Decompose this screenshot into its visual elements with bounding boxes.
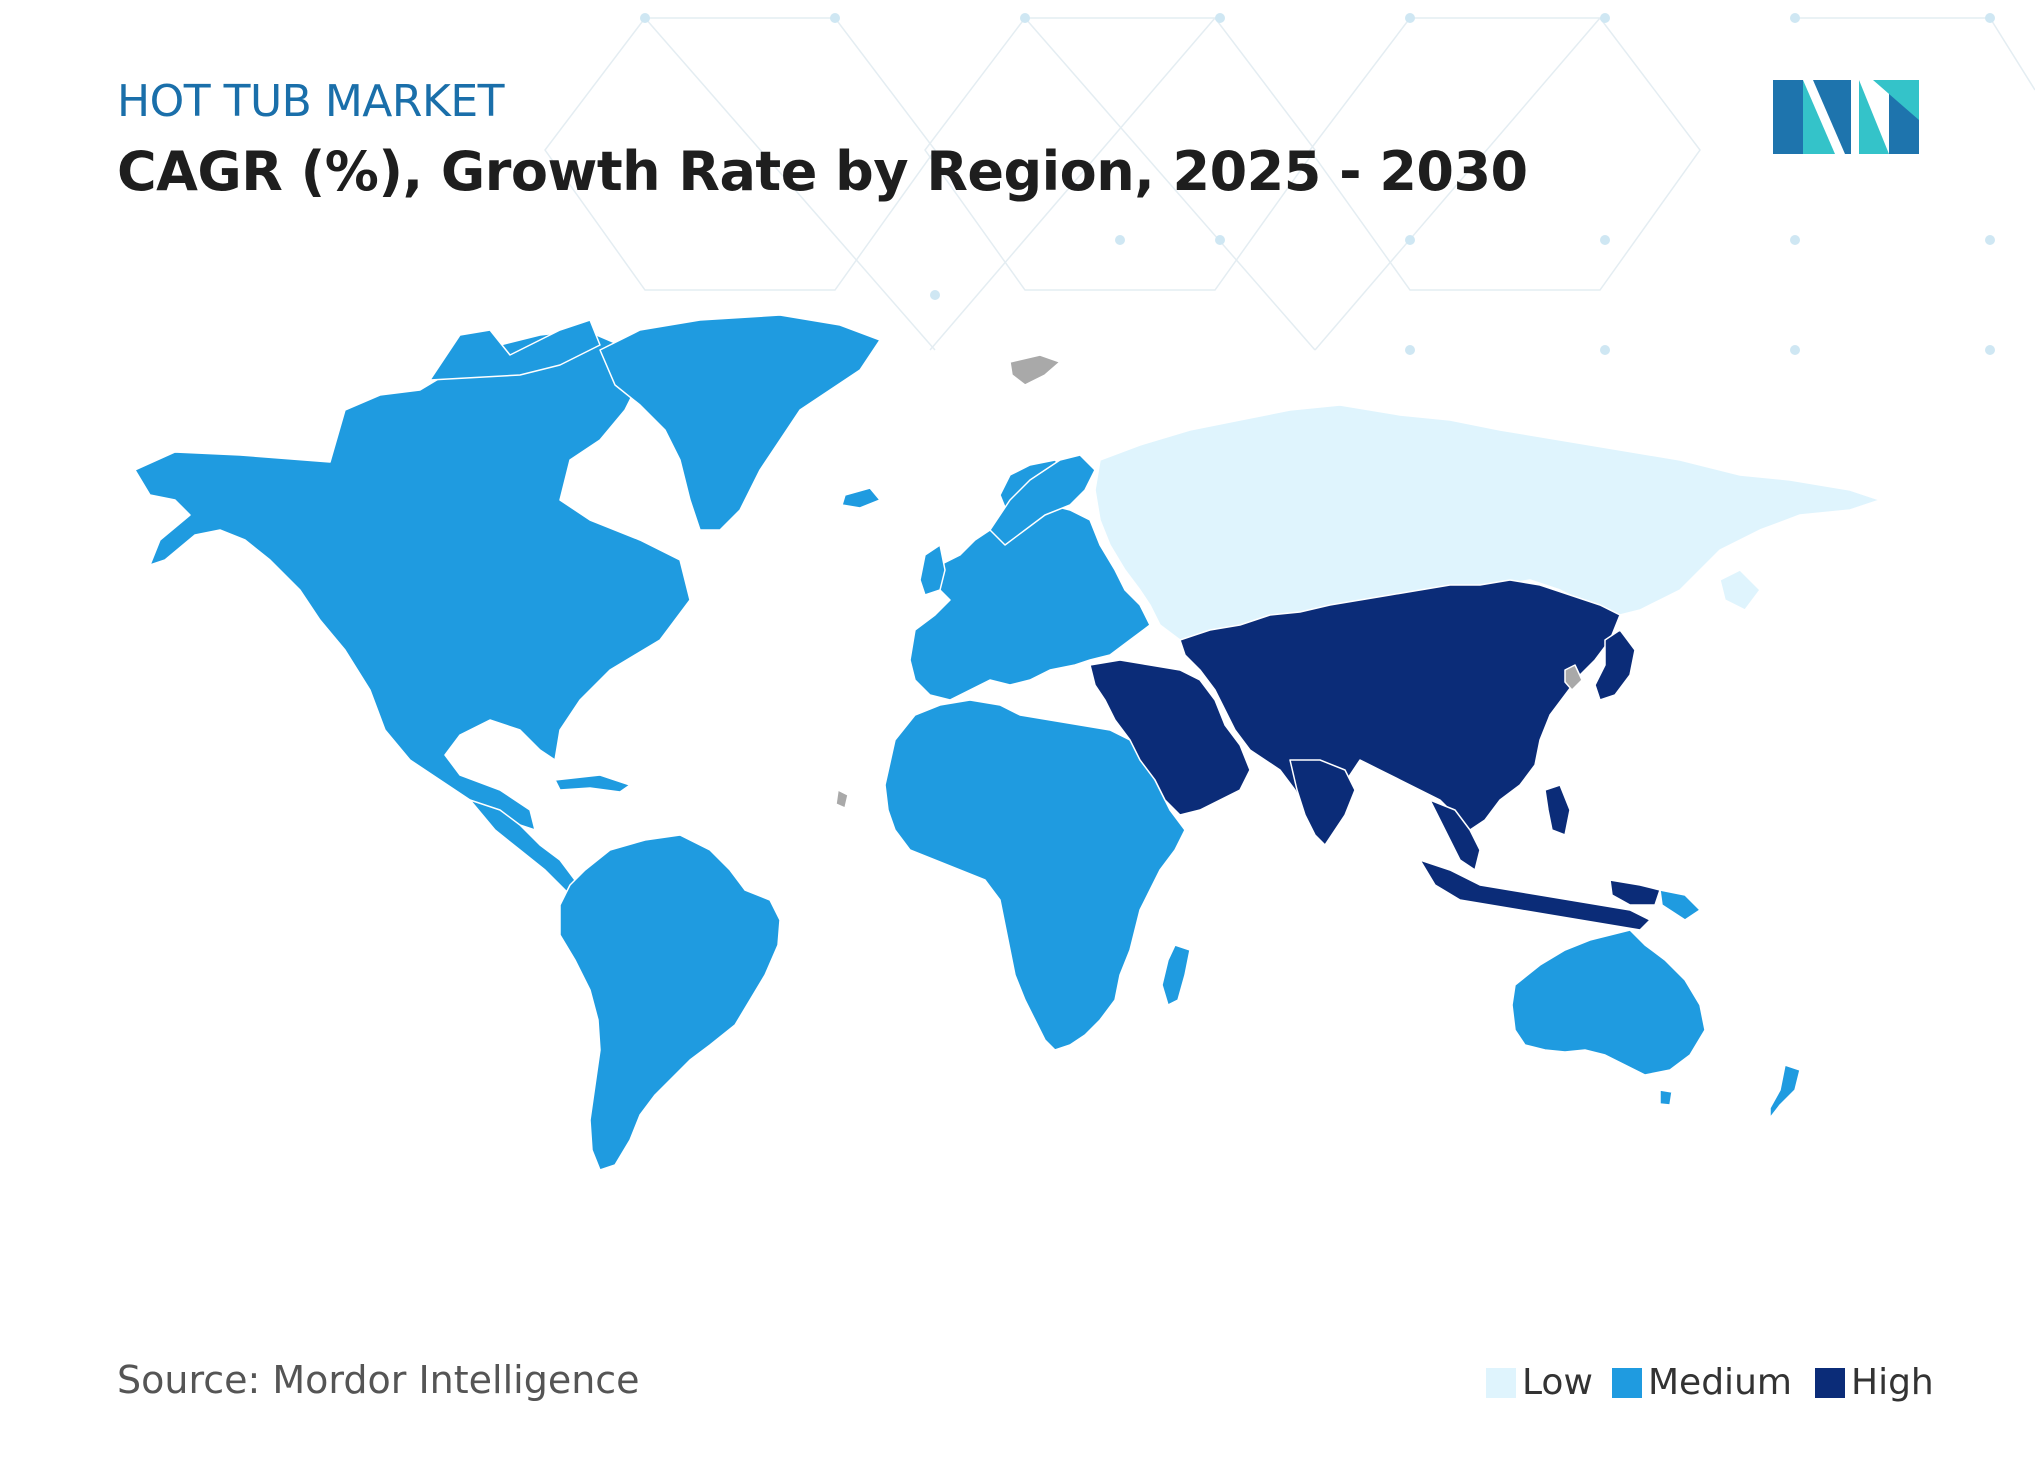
chart-subtitle: HOT TUB MARKET <box>117 76 505 127</box>
region-canadian-arctic <box>429 319 601 381</box>
region-north-america[interactable] <box>134 329 691 831</box>
legend-label-medium: Medium <box>1648 1362 1792 1403</box>
region-iceland <box>841 487 881 509</box>
region-svalbard-no-data <box>1009 354 1061 386</box>
region-indonesia <box>1419 859 1651 931</box>
logo-middle-bar <box>1813 80 1851 154</box>
region-europe[interactable] <box>909 459 1151 701</box>
region-papua-new-guinea <box>1659 889 1701 921</box>
region-asia[interactable] <box>1179 579 1621 831</box>
logo-left-bar <box>1773 80 1803 154</box>
legend-item-low: Low <box>1486 1362 1593 1403</box>
region-south-america[interactable] <box>559 834 781 1171</box>
region-southeast-asia <box>1429 799 1481 871</box>
region-russia-far-east <box>1719 569 1761 611</box>
region-australia[interactable] <box>1511 929 1706 1076</box>
region-uk <box>919 544 946 596</box>
region-caribbean <box>554 774 631 793</box>
region-middle-east[interactable] <box>1089 659 1251 816</box>
region-western-sahara-no-data <box>835 789 849 809</box>
legend-swatch-low <box>1486 1367 1516 1398</box>
region-papua <box>1609 879 1661 906</box>
mordor-intelligence-logo <box>1773 80 1919 154</box>
logo-left-diagonal <box>1803 80 1835 154</box>
region-tasmania <box>1659 1089 1673 1106</box>
legend-swatch-high <box>1815 1367 1845 1398</box>
source-note: Source: Mordor Intelligence <box>117 1358 640 1402</box>
legend-swatch-medium <box>1612 1367 1642 1398</box>
region-madagascar <box>1161 944 1191 1006</box>
legend-label-high: High <box>1851 1362 1934 1403</box>
region-africa[interactable] <box>884 699 1186 1051</box>
legend-item-medium: Medium <box>1612 1362 1792 1403</box>
region-scandinavia <box>989 454 1096 546</box>
logo-right-diagonal <box>1859 80 1889 154</box>
region-new-zealand <box>1769 1064 1801 1119</box>
region-japan <box>1594 629 1636 701</box>
region-india <box>1289 759 1356 846</box>
legend-label-low: Low <box>1522 1362 1593 1403</box>
region-greenland[interactable] <box>599 314 881 531</box>
legend-item-high: High <box>1815 1362 1934 1403</box>
region-korea-no-data <box>1564 664 1583 691</box>
region-philippines <box>1544 784 1571 836</box>
background-hexagon-pattern <box>544 13 2035 355</box>
chart-title: CAGR (%), Growth Rate by Region, 2025 - … <box>117 140 1528 203</box>
